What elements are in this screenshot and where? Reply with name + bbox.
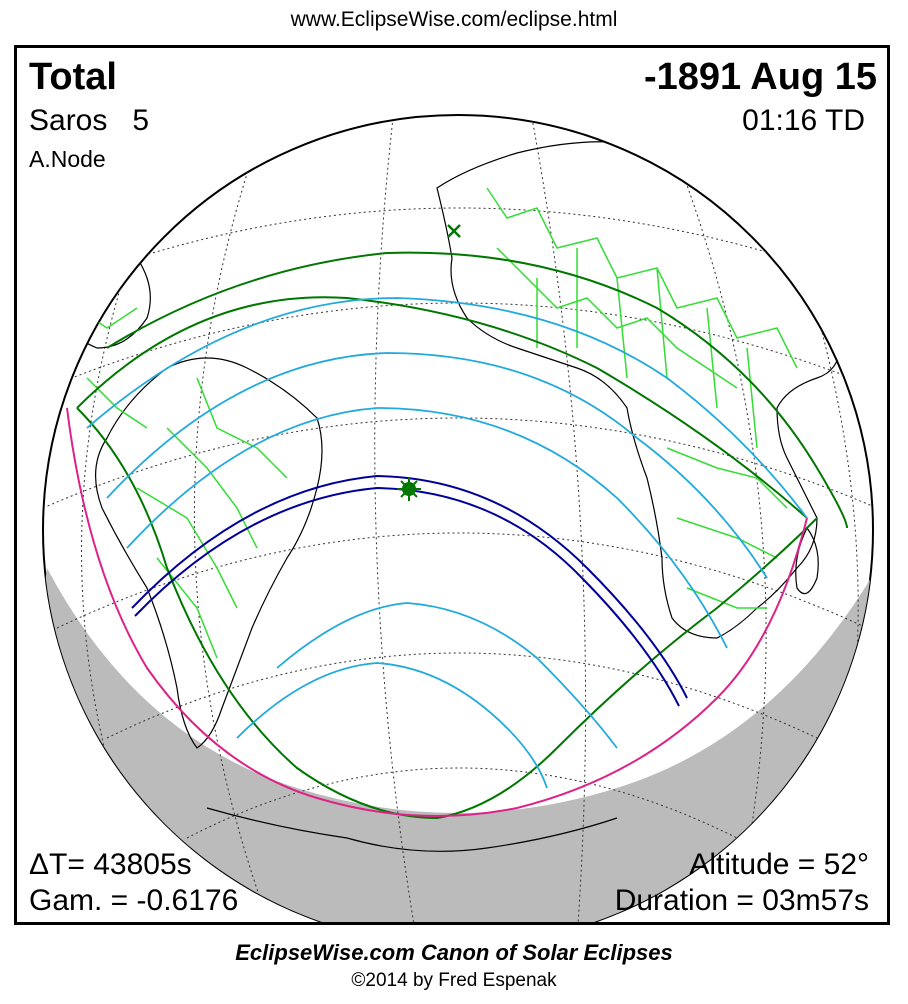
eclipse-type: Total [29,56,117,98]
saros-label: Saros [29,104,108,137]
gamma: Gam. = -0.6176 [29,884,239,917]
node-label: A.Node [29,146,106,172]
saros-number: 5 [132,104,150,137]
header-url[interactable]: www.EclipseWise.com/eclipse.html [290,8,618,31]
eclipse-map-panel: Total -1891 Aug 15 Saros 5 01:16 TD A.No… [14,45,890,925]
delta-t: ΔT= 43805s [29,848,192,881]
rise-set-curve [66,407,808,817]
globe-map [42,114,874,922]
graticule [43,117,873,922]
saros-line: Saros 5 [29,104,149,138]
eclipse-date: -1891 Aug 15 [643,56,877,98]
umbral-path [131,474,688,707]
altitude: Altitude = 52° [689,848,869,881]
subsolar-point-marker [447,224,461,238]
footer-title: EclipseWise.com Canon of Solar Eclipses [235,940,673,965]
penumbral-limits [76,251,848,820]
greatest-eclipse-marker [397,477,421,501]
magnitude-lines [86,297,808,789]
duration: Duration = 03m57s [614,884,869,917]
eclipse-time: 01:16 TD [742,104,865,137]
land-borders [76,187,798,659]
footer-copyright: ©2014 by Fred Espenak [351,970,557,991]
night-shade [43,568,873,922]
